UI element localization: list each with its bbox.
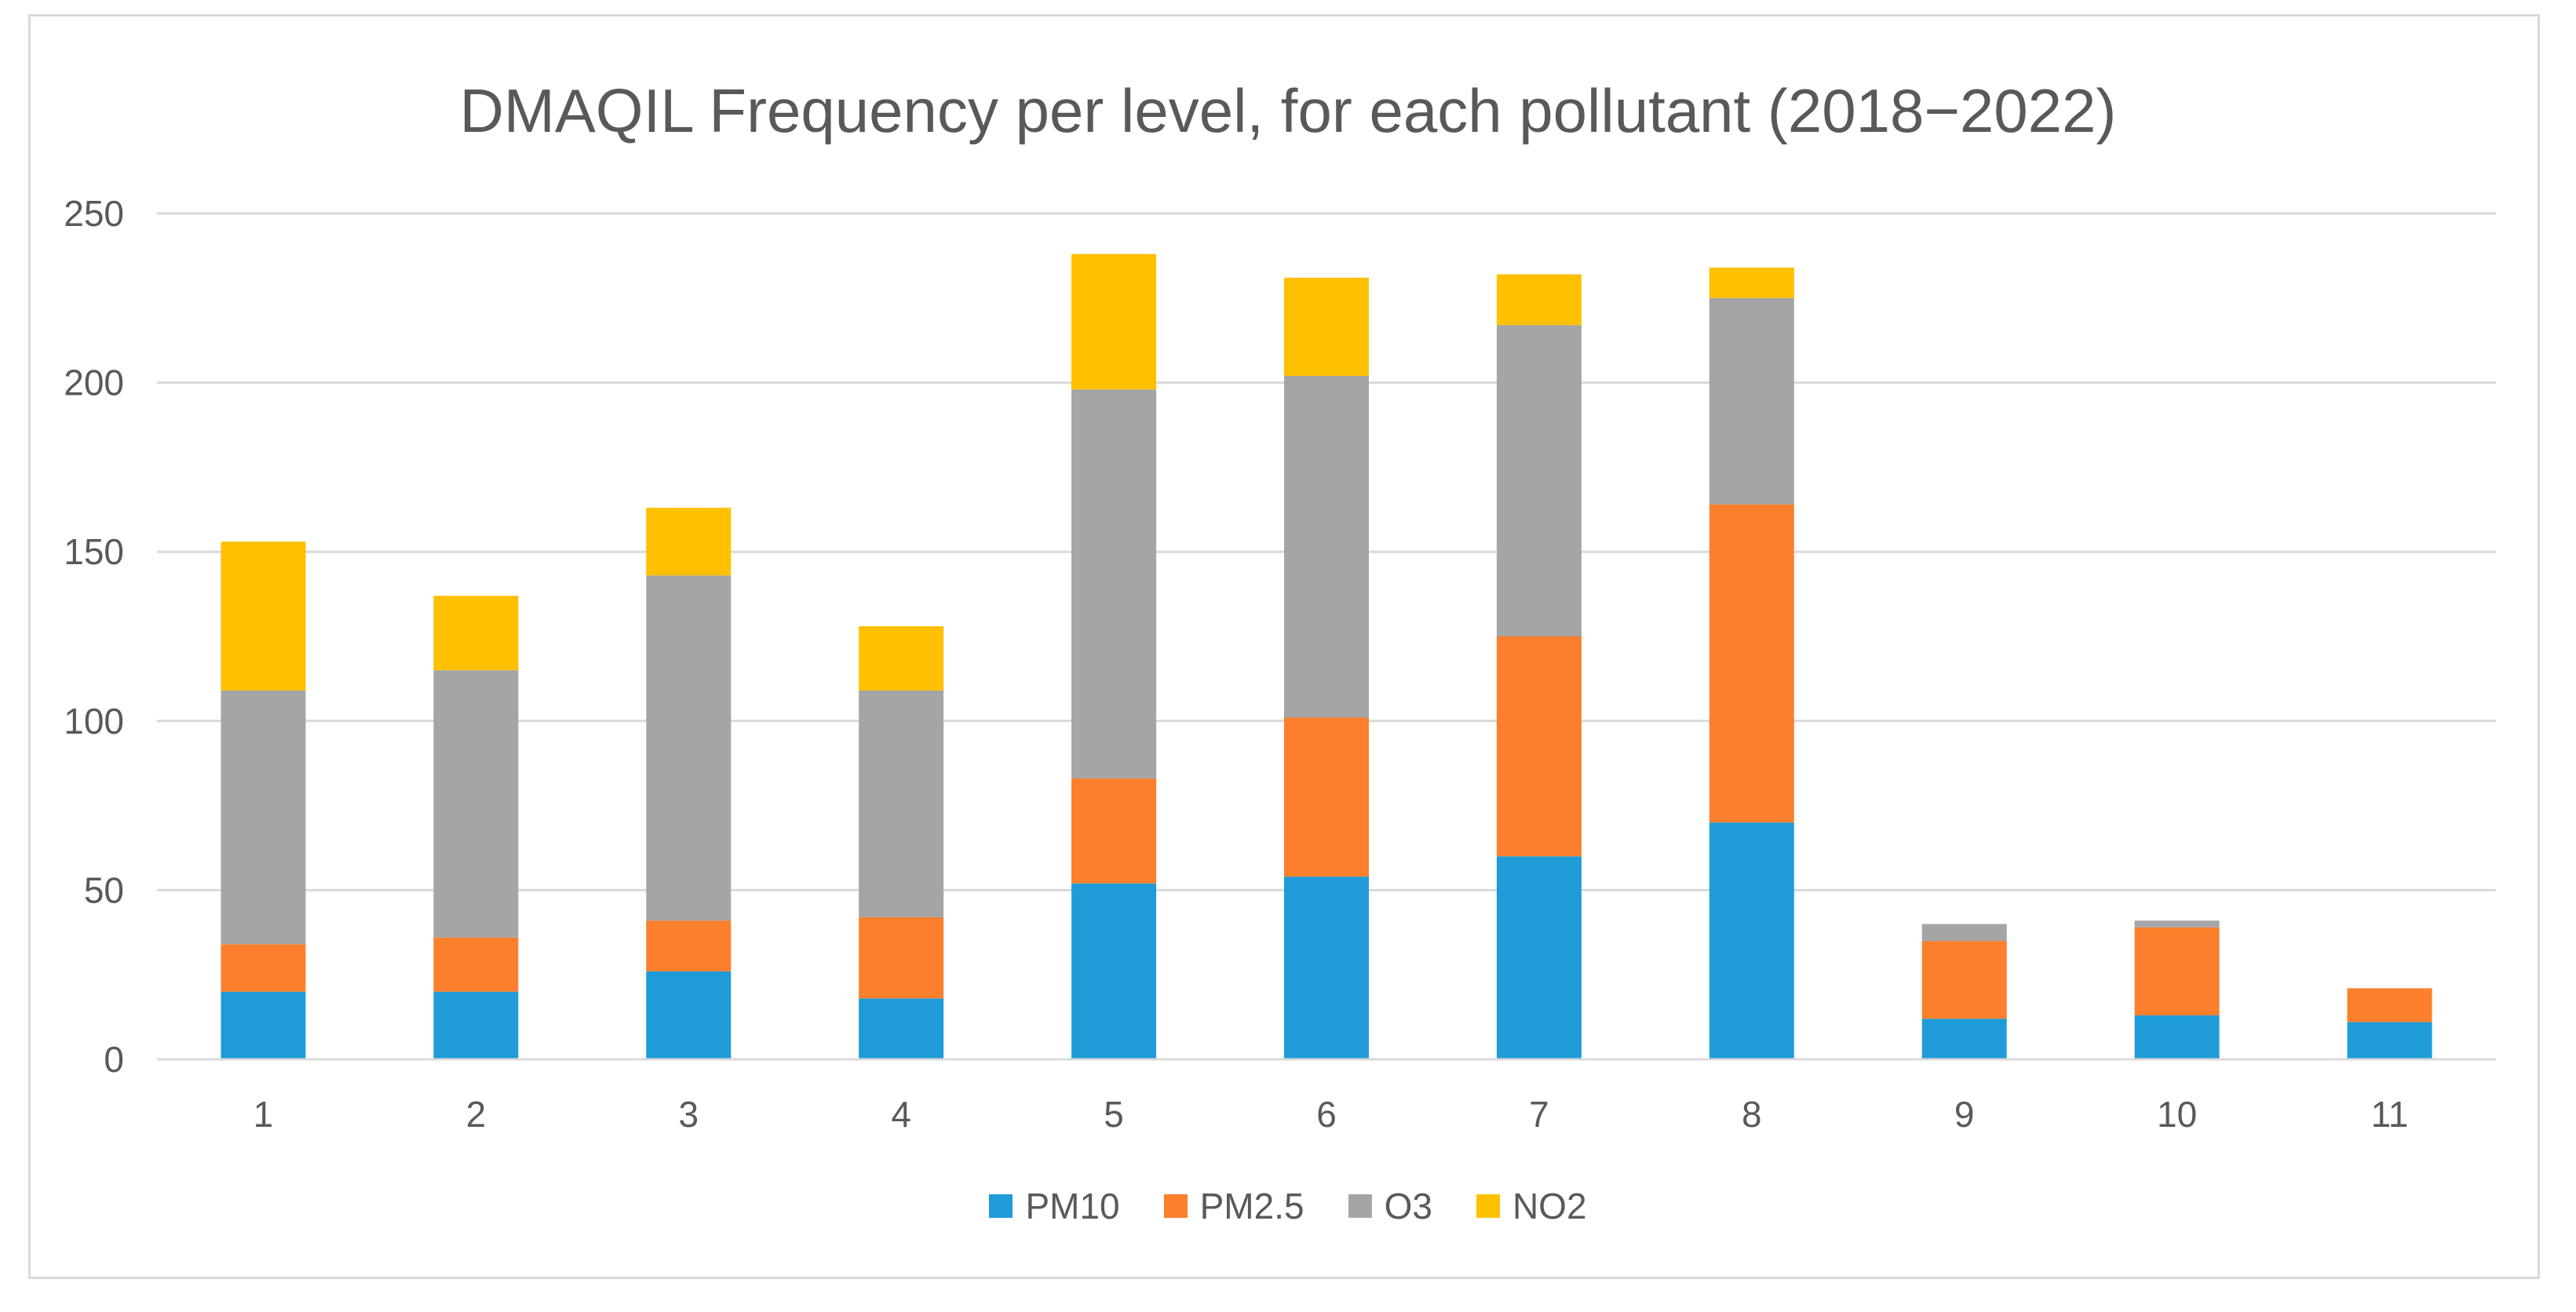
chart-title: DMAQIL Frequency per level, for each pol… [459,76,2117,145]
bar-pm10-3 [646,971,732,1059]
bar-no2-8 [1709,267,1794,298]
bar-o3-5 [1071,389,1157,779]
bar-o3-8 [1709,297,1794,505]
bar-pm25-10 [2134,927,2220,1015]
y-tick-label: 0 [104,1039,124,1080]
legend-label: O3 [1384,1186,1432,1226]
x-tick-label: 8 [1742,1094,1762,1135]
bar-pm25-6 [1284,717,1369,877]
bar-no2-3 [646,508,732,576]
x-tick-label: 5 [1104,1094,1124,1135]
x-tick-label: 4 [891,1094,911,1135]
bar-no2-4 [859,626,944,691]
x-tick-label: 3 [678,1094,699,1135]
x-tick-label: 9 [1954,1094,1975,1135]
x-tick-label: 11 [2371,1094,2409,1135]
bar-pm25-1 [221,944,306,992]
bar-pm25-5 [1071,778,1157,884]
legend-item-no2: NO2 [1476,1185,1587,1227]
legend-swatch [989,1194,1013,1218]
bar-pm10-11 [2347,1022,2432,1059]
legend-label: PM2.5 [1199,1186,1304,1226]
bar-pm10-4 [859,998,944,1059]
x-tick-label: 2 [466,1094,487,1135]
bar-o3-1 [221,690,306,945]
bar-o3-9 [1921,924,2007,942]
bar-pm10-7 [1496,856,1582,1059]
legend-label: NO2 [1512,1186,1587,1226]
legend-label: PM10 [1025,1186,1120,1226]
bar-pm25-9 [1921,941,2007,1019]
bar-pm10-9 [1921,1019,2007,1059]
y-tick-label: 50 [84,869,124,910]
legend-item-pm25: PM2.5 [1163,1185,1304,1227]
bar-pm10-8 [1709,822,1794,1059]
bar-o3-7 [1496,325,1582,636]
bar-pm10-5 [1071,883,1157,1059]
bar-pm25-4 [859,917,944,999]
bar-o3-4 [859,690,944,917]
bar-pm10-6 [1284,876,1369,1059]
x-tick-label: 7 [1529,1094,1549,1135]
bar-o3-6 [1284,375,1369,718]
y-tick-label: 100 [64,701,124,742]
y-tick-label: 250 [64,193,124,234]
legend-swatch [1163,1194,1188,1218]
bar-o3-2 [433,670,519,938]
bar-pm10-1 [221,991,306,1059]
bar-o3-10 [2134,920,2220,928]
bar-no2-7 [1496,274,1582,326]
x-tick-label: 1 [254,1094,274,1135]
y-tick-label: 200 [64,363,124,403]
bar-o3-3 [646,575,732,921]
bar-no2-1 [221,541,306,691]
bar-pm10-10 [2134,1015,2220,1059]
legend-item-o3: O3 [1348,1185,1432,1227]
bar-pm10-2 [433,991,519,1059]
legend-swatch [1476,1194,1500,1218]
chart-legend: PM10 PM2.5 O3 NO2 [0,1185,2576,1227]
bar-no2-6 [1284,277,1369,376]
legend-item-pm10: PM10 [989,1185,1120,1227]
bar-pm25-3 [646,920,732,971]
legend-swatch [1348,1194,1372,1218]
bar-pm25-11 [2347,988,2432,1022]
bar-pm25-7 [1496,636,1582,857]
bar-no2-2 [433,596,519,671]
bar-pm25-8 [1709,504,1794,823]
x-tick-label: 10 [2157,1094,2197,1135]
bar-no2-5 [1071,253,1157,390]
y-tick-label: 150 [64,531,124,572]
bar-pm25-2 [433,937,519,992]
x-tick-label: 6 [1316,1094,1337,1135]
